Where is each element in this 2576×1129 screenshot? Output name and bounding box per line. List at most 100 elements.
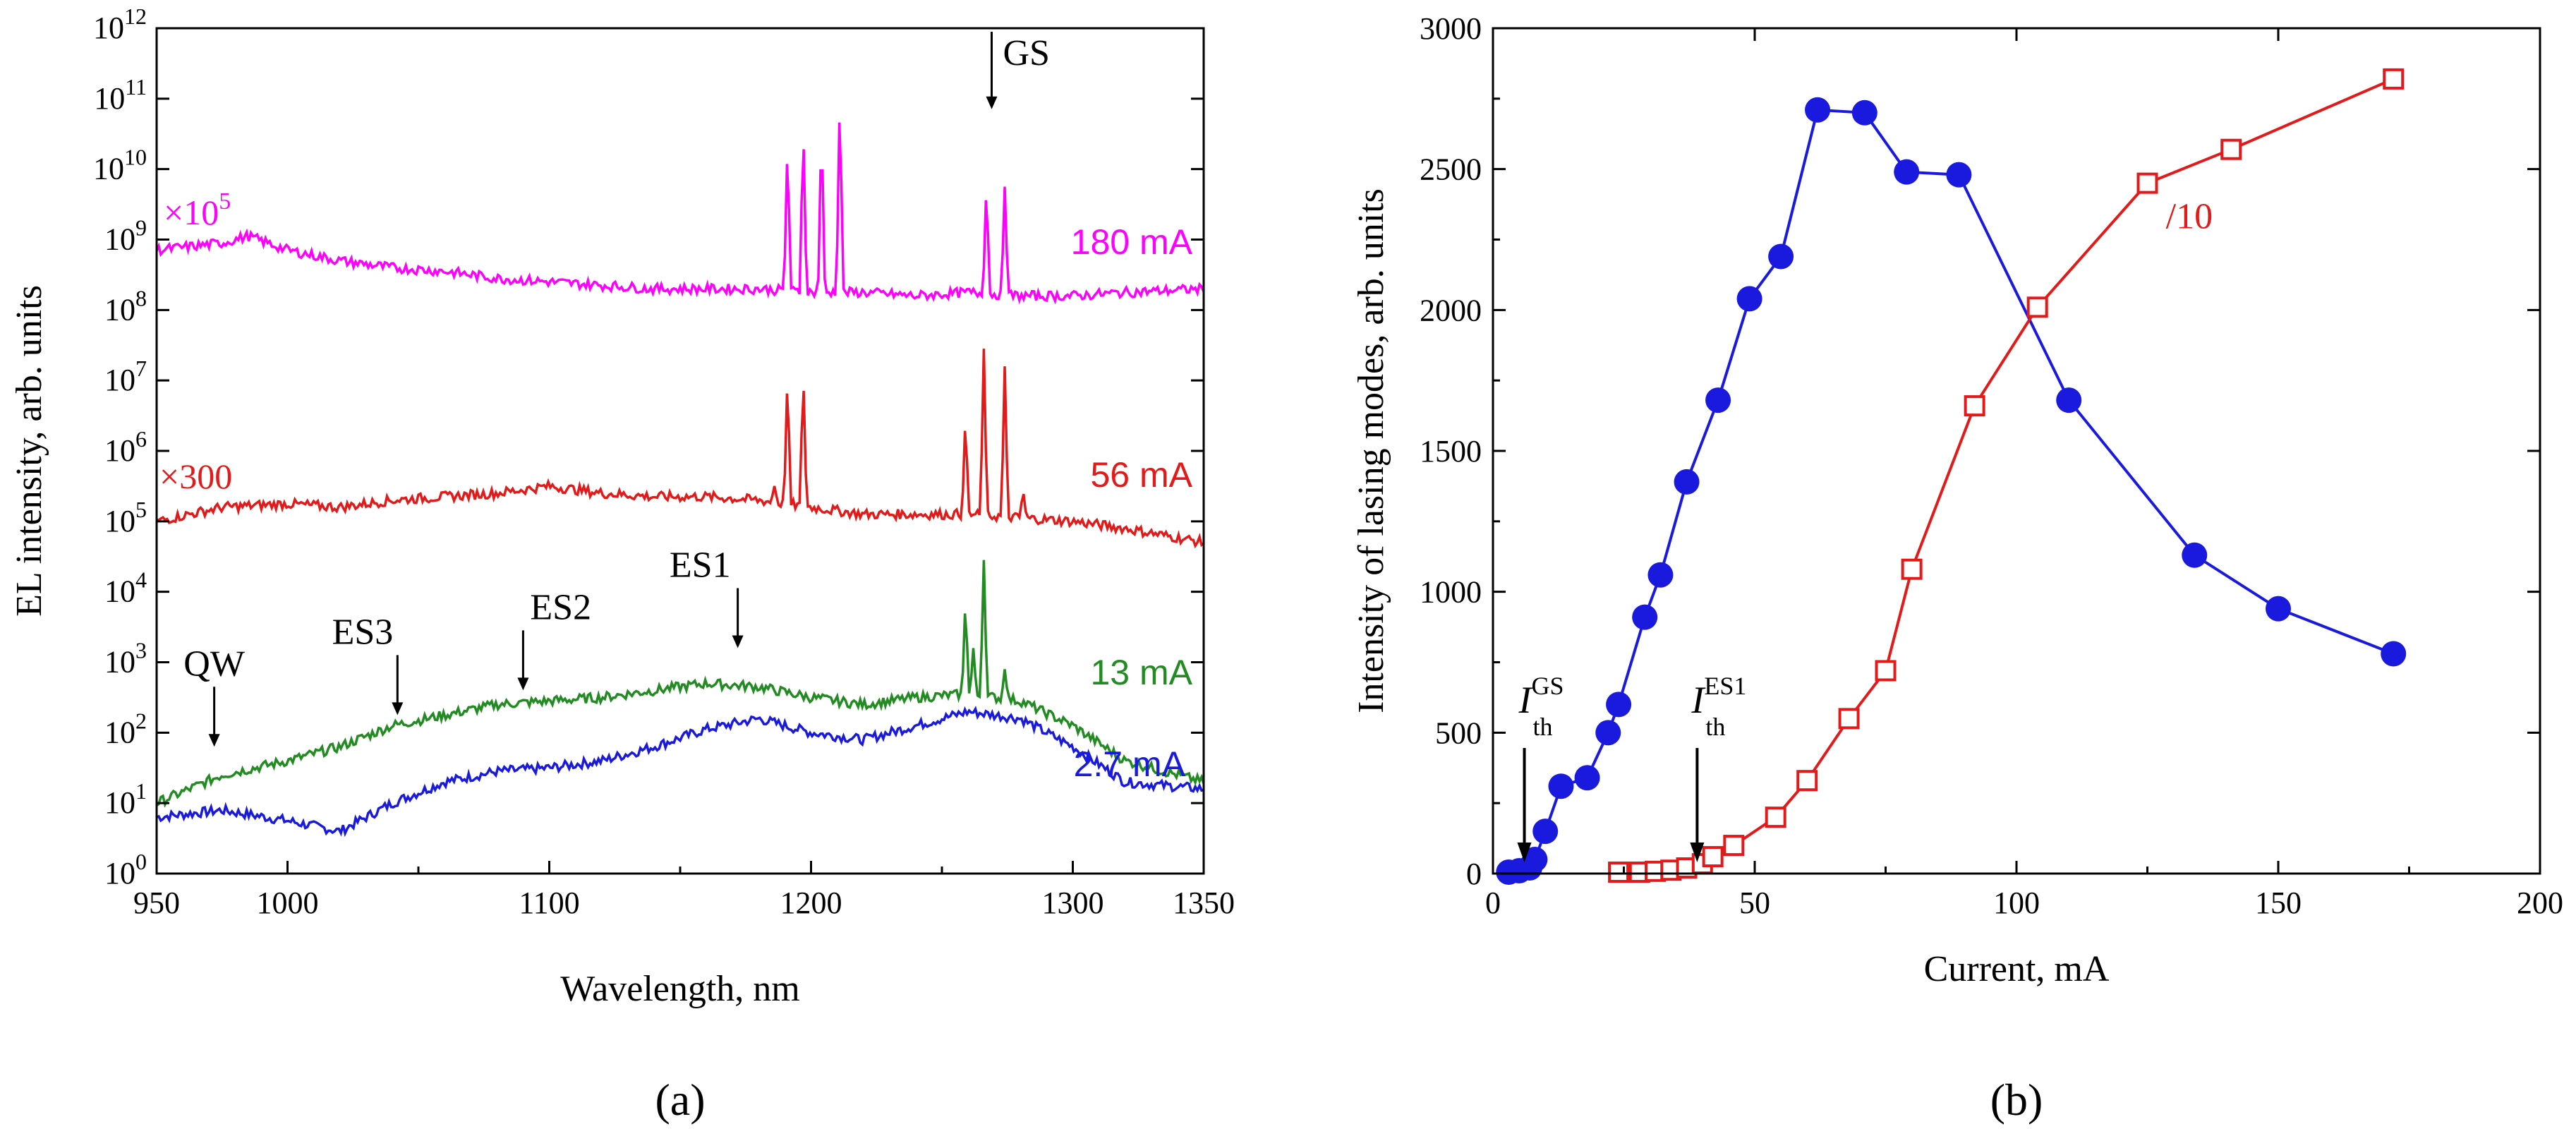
panel-b-gs-point (1647, 562, 1674, 588)
panel-a-series-line (156, 349, 1205, 549)
panel-b-threshold-arrow-head (1690, 843, 1705, 863)
panel-a-y-tick-exponent: 1 (135, 778, 147, 804)
panel-a-x-tick-label: 1350 (1173, 886, 1235, 920)
panel-b-gs-point (1894, 159, 1920, 185)
panel-b-y-tick-label: 500 (1435, 716, 1482, 750)
panel-a-y-tick-exponent: 4 (135, 567, 147, 593)
panel-b-gs-point (1548, 773, 1574, 799)
panel-b-y-tick-label: 2500 (1420, 152, 1482, 187)
panel-a-y-tick-base: 10 (104, 433, 135, 468)
panel-b-scale-annotation: /10 (2166, 197, 2213, 237)
panel-b-y-axis-label: Intensity of lasing modes, arb. units (1351, 188, 1391, 713)
panel-a-series-label: 56 mA (1090, 455, 1192, 495)
panel-a-series-label: 13 mA (1090, 653, 1192, 692)
panel-b-gs-point (2056, 387, 2082, 413)
panel-b-y-tick-label: 0 (1466, 857, 1482, 891)
panel-b-es1-point (2220, 138, 2242, 160)
panel-a-y-tick-base: 10 (104, 715, 135, 749)
panel-a-y-tick-base: 10 (104, 222, 135, 257)
panel-a-y-tick-label: 1012 (93, 4, 147, 45)
panel-b-es1-point (1765, 807, 1786, 828)
panel-a-y-tick-base: 10 (93, 152, 124, 186)
panel-a-y-tick-base: 10 (93, 11, 124, 45)
panel-a-y-tick-label: 104 (104, 567, 147, 609)
panel-b-gs-point (1532, 819, 1559, 845)
panel-a-y-tick-exponent: 5 (135, 497, 147, 522)
panel-a-y-tick-base: 10 (104, 292, 135, 327)
panel-b-threshold-sup: ES1 (1704, 672, 1746, 700)
panel-a-y-tick-exponent: 11 (125, 74, 147, 99)
panel-b-x-axis-label: Current, mA (1924, 949, 2110, 989)
panel-a-annotation-label: ES2 (530, 587, 591, 627)
panel-a-y-tick-exponent: 12 (124, 4, 147, 29)
panel-b-y-tick-label: 1500 (1420, 434, 1482, 469)
panel-b-series-line (1508, 108, 2394, 874)
panel-a-y-tick-exponent: 7 (135, 356, 147, 381)
panel-a-y-tick-base: 10 (104, 504, 135, 538)
panel-a-x-tick-label: 1100 (519, 886, 579, 920)
panel-b-x-tick-label: 50 (1739, 886, 1770, 920)
panel-a-y-axis-label: EL intensity, arb. units (9, 285, 49, 617)
panel-a-annotations: 2.7 mA 13 mA 56 mA 180 mA ×300 ×105 QW ES3 ES2 ES… (159, 32, 1193, 784)
panel-b-series-line (1619, 78, 2394, 874)
panel-a-x-tick-label: 950 (133, 886, 180, 920)
panel-a-y-tick-exponent: 3 (135, 638, 147, 663)
panel-a-annotation-arrow-head (392, 702, 404, 716)
panel-b-gs-point (1805, 97, 1831, 123)
panel-a-annotation-label: QW (183, 644, 245, 684)
panel-a-y-tick-exponent: 9 (135, 215, 147, 241)
panel-a-label-text: (a) (655, 1075, 705, 1125)
panel-a-scale-factor-56: ×300 (159, 457, 232, 496)
panel-a-y-tick-label: 100 (104, 849, 147, 890)
panel-b-es1-point (1901, 558, 1923, 580)
panel-a-series-group (155, 122, 1205, 838)
panel-a-x-tick-label: 1000 (257, 886, 319, 920)
panel-a-series-label: 180 mA (1071, 222, 1193, 262)
panel-b-gs-point (1736, 286, 1762, 312)
panel-b-es1-point (1796, 770, 1818, 792)
panel-b-label: (b) (1990, 1075, 2043, 1125)
panel-a-y-tick-label: 105 (104, 497, 147, 538)
panel-b-gs-point (2266, 596, 2291, 622)
panel-a-annotation-arrow-head (208, 734, 220, 747)
panel-b-x-tick-label: 200 (2517, 886, 2563, 920)
panel-b-threshold-label: IGS th (1518, 672, 1564, 741)
panel-b-threshold-symbol: I (1691, 679, 1706, 721)
panel-a-y-tick-exponent: 6 (135, 426, 147, 452)
panel-a-annotation-label: ES3 (332, 612, 394, 652)
panel-a-y-tick-label: 107 (104, 356, 147, 397)
panel-b-es1-point (1702, 846, 1724, 868)
panel-a-y-tick-exponent: 10 (124, 145, 147, 170)
panel-a-y-tick-exponent: 2 (135, 708, 147, 733)
panel-a-y-tick-label: 101 (104, 778, 147, 820)
panel-a-y-tick-label: 103 (104, 638, 147, 680)
panel-a-y-tick-base: 10 (94, 81, 125, 116)
panel-b-y-tick-label: 1000 (1420, 575, 1482, 610)
panel-a-y-tick-label: 102 (104, 708, 147, 749)
panel-a-x-tick-label: 1300 (1042, 886, 1104, 920)
panel-b-y-tick-label: 3000 (1420, 11, 1482, 46)
panel-a-scale-factor-180: ×105 (164, 188, 231, 232)
panel-a-label: (a) (655, 1075, 705, 1125)
panel-b-gs-point (1574, 765, 1600, 791)
panel-a-plot-frame (155, 27, 1205, 875)
panel-a-y-tick-base: 10 (104, 645, 135, 680)
panel-b-plot-frame (1492, 27, 2541, 875)
panel-a-scale-factor-180-base: ×10 (164, 193, 219, 232)
panel-a-annotation-arrow-head (986, 96, 998, 109)
panel-a-annotation-arrow-head (517, 677, 529, 691)
panel-a-y-tick-base: 10 (104, 363, 135, 397)
panel-b-threshold-sub: th (1705, 713, 1725, 741)
panel-b-es1-point (1875, 660, 1897, 682)
panel-b-gs-point (1946, 162, 1972, 188)
panel-b-es1-point (1964, 395, 1985, 417)
panel-a-y-tick-base: 10 (104, 574, 135, 609)
panel-a-y-tick-base: 10 (104, 785, 135, 820)
panel-a-y-tick-label: 108 (104, 285, 147, 327)
panel-a-y-tick-label: 109 (104, 215, 147, 257)
panel-b-label-text: (b) (1990, 1075, 2043, 1125)
panel-b-threshold-arrow-head (1517, 843, 1532, 863)
panel-a-annotation-label: ES1 (670, 545, 731, 586)
